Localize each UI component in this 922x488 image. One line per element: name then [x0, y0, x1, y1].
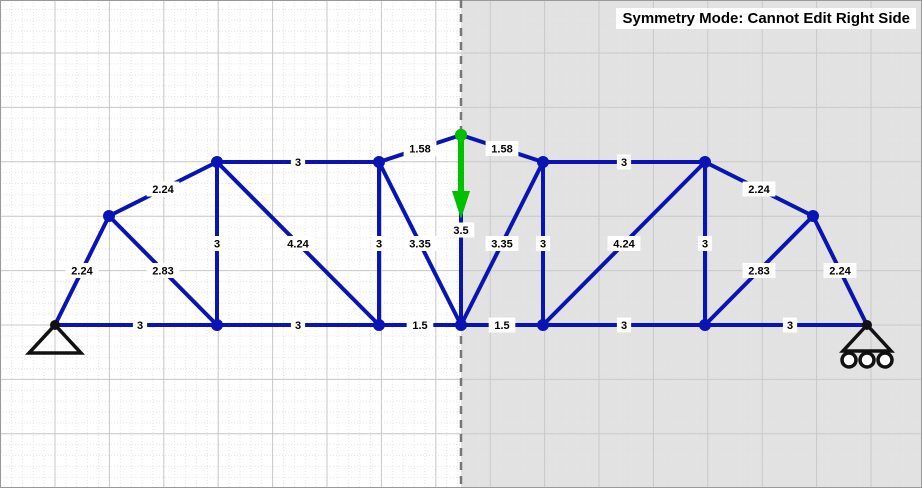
member-length-text: 3 [295, 157, 301, 169]
joint-U1[interactable] [211, 156, 223, 168]
member-length-label: 4.24 [607, 236, 641, 251]
joint-U4[interactable] [699, 156, 711, 168]
member-length-text: 1.58 [409, 144, 430, 156]
joint-L3[interactable] [455, 319, 467, 331]
joint-B[interactable] [807, 210, 819, 222]
member-length-text: 3.35 [409, 239, 430, 251]
member-length-text: 3.35 [491, 239, 512, 251]
member-length-text: 3 [376, 239, 382, 251]
member-length-text: 2.83 [748, 266, 769, 278]
member-length-label: 2.24 [146, 181, 180, 197]
member-length-text: 3 [540, 239, 546, 251]
member-length-label: 1.58 [485, 141, 519, 156]
joints[interactable] [50, 129, 872, 331]
member-length-text: 3 [214, 239, 220, 251]
member-length-text: 1.5 [412, 320, 427, 332]
member-length-text: 4.24 [287, 239, 309, 251]
member-length-text: 3 [621, 157, 627, 169]
member-length-text: 1.58 [491, 144, 512, 156]
member-length-label: 4.24 [281, 236, 315, 251]
member-length-text: 2.24 [71, 266, 93, 278]
joint-U3[interactable] [537, 156, 549, 168]
member-length-labels: 3 3 1.5 1.5 3 3 2.24 2.24 3 1.58 1.58 3 2.24 2.24 2.83… [65, 141, 857, 333]
member-length-label: 2.24 [65, 263, 99, 278]
load-arrow-icon[interactable] [452, 129, 470, 219]
member-length-label: 3.5 [447, 222, 475, 238]
joint-L2[interactable] [373, 319, 385, 331]
member-length-text: 1.5 [494, 320, 509, 332]
joint-L0[interactable] [50, 320, 60, 330]
member-length-text: 3 [137, 320, 143, 332]
member-length-label: 3 [290, 154, 306, 170]
joint-U2[interactable] [373, 156, 385, 168]
member-length-label: 1.58 [403, 141, 437, 156]
member-length-text: 3 [295, 320, 301, 332]
joint-L1[interactable] [211, 319, 223, 331]
roller-support-icon [839, 322, 895, 369]
member-length-label: 3 [209, 236, 225, 251]
member-length-text: 3.5 [453, 225, 468, 237]
member-length-label: 2.24 [742, 181, 776, 197]
member-length-label: 3 [616, 317, 632, 333]
member-length-text: 3 [787, 320, 793, 332]
member-length-label: 3 [290, 317, 306, 333]
joint-A[interactable] [103, 210, 115, 222]
member-length-label: 3.35 [403, 236, 437, 251]
member-length-text: 3 [621, 320, 627, 332]
member-length-label: 3 [782, 317, 798, 333]
member-length-text: 2.24 [829, 266, 851, 278]
load[interactable] [452, 129, 470, 219]
member-length-text: 3 [702, 239, 708, 251]
pin-support-icon [24, 322, 86, 355]
member-length-label: 1.5 [406, 317, 434, 333]
member-length-label: 3 [371, 236, 387, 251]
member-length-text: 2.24 [152, 184, 174, 196]
member-length-text: 2.24 [748, 184, 770, 196]
locked-right-region [461, 0, 922, 488]
member-length-label: 3 [535, 236, 551, 251]
symmetry-mode-banner: Symmetry Mode: Cannot Edit Right Side [616, 8, 916, 29]
member-length-text: 4.24 [613, 239, 635, 251]
member-length-label: 3.35 [485, 236, 519, 251]
joint-L5[interactable] [699, 319, 711, 331]
member-length-label: 1.5 [488, 317, 516, 333]
member-length-label: 3 [697, 236, 713, 251]
member-length-label: 2.24 [823, 263, 857, 278]
member-length-label: 2.83 [742, 263, 776, 278]
member-length-label: 3 [616, 154, 632, 170]
joint-L4[interactable] [537, 319, 549, 331]
member-length-label: 2.83 [146, 263, 180, 278]
joint-L6[interactable] [862, 320, 872, 330]
member-length-text: 2.83 [152, 266, 173, 278]
member-length-label: 3 [132, 317, 148, 333]
supports [24, 322, 895, 369]
